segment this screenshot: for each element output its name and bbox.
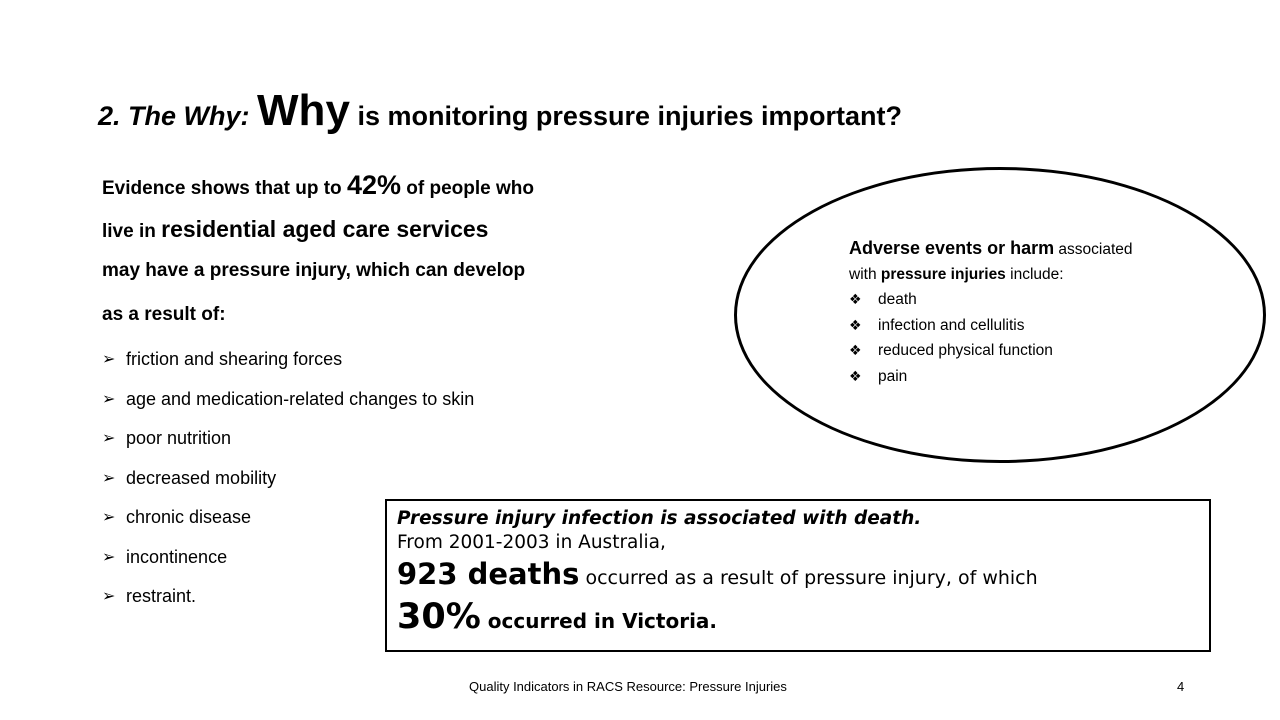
callout-text: occurred as a result of pressure injury,… [585, 567, 1038, 589]
adverse-heading: Adverse events or harm associated [849, 236, 1229, 262]
arrow-bullet-icon: ➢ [102, 588, 116, 605]
list-item-label: reduced physical function [878, 342, 1053, 360]
intro-line-3: may have a pressure injury, which can de… [102, 260, 526, 281]
diamond-bullet-icon: ❖ [849, 342, 862, 359]
statistics-callout-box: Pressure injury infection is associated … [385, 499, 1211, 652]
arrow-bullet-icon: ➢ [102, 548, 116, 566]
diamond-bullet-icon: ❖ [849, 316, 862, 333]
adverse-text: include: [1010, 266, 1064, 283]
list-item: ➢ friction and shearing forces [102, 340, 474, 380]
callout-text: occurred in Victoria. [487, 609, 718, 633]
adverse-heading-bold: Adverse events or harm [849, 238, 1055, 258]
arrow-bullet-icon: ➢ [102, 390, 116, 408]
intro-text: of people who [406, 178, 534, 199]
callout-deaths-line: 923 deaths occurred as a result of press… [397, 555, 1209, 597]
list-item: ➢ poor nutrition [102, 419, 474, 459]
callout-victoria-line: 30% occurred in Victoria. [397, 597, 1209, 641]
title-lead: 2. The Why: [98, 101, 250, 131]
intro-line-4: as a result of: [102, 304, 226, 325]
adverse-heading-rest: associated [1058, 241, 1133, 258]
callout-period: From 2001-2003 in Australia, [397, 532, 666, 553]
list-item: ➢ restraint. [102, 577, 474, 617]
intro-facility-type: residential aged care services [161, 216, 489, 242]
adverse-list: ❖ death ❖ infection and cellulitis ❖ reduce… [849, 287, 1229, 389]
list-item: ➢ age and medication-related changes to s… [102, 380, 474, 420]
page-number: 4 [1177, 679, 1185, 694]
arrow-bullet-icon: ➢ [102, 509, 116, 526]
list-item-label: decreased mobility [126, 467, 277, 488]
list-item-label: poor nutrition [126, 428, 232, 448]
arrow-bullet-icon: ➢ [102, 430, 116, 447]
list-item: ❖ pain [849, 364, 1229, 390]
adverse-events-box: Adverse events or harm associated with p… [849, 236, 1229, 389]
diamond-bullet-icon: ❖ [849, 367, 862, 384]
list-item: ➢ chronic disease [102, 498, 474, 538]
adverse-text: with [849, 266, 877, 283]
intro-line-2: live in residential aged care services [102, 208, 702, 250]
intro-paragraph: Evidence shows that up to 42% of people … [102, 163, 702, 338]
diamond-bullet-icon: ❖ [849, 291, 862, 308]
list-item-label: death [878, 291, 917, 309]
deaths-figure: 923 deaths [397, 557, 580, 591]
list-item: ❖ infection and cellulitis [849, 313, 1229, 339]
list-item-label: restraint. [126, 586, 197, 606]
title-rest: is monitoring pressure injuries importan… [357, 101, 903, 131]
causes-list: ➢ friction and shearing forces ➢ age and m… [102, 340, 474, 617]
slide-title: 2. The Why: Why is monitoring pressure i… [98, 86, 1198, 136]
adverse-events-ellipse [734, 167, 1266, 463]
adverse-subline: with pressure injuries include: [849, 262, 1229, 287]
list-item-label: pain [878, 367, 908, 385]
arrow-bullet-icon: ➢ [102, 351, 116, 368]
intro-text: Evidence shows that up to [102, 178, 342, 199]
list-item: ➢ decreased mobility [102, 459, 474, 499]
arrow-bullet-icon: ➢ [102, 469, 116, 487]
list-item: ❖ reduced physical function [849, 338, 1229, 364]
callout-heading: Pressure injury infection is associated … [397, 508, 922, 529]
list-item-label: age and medication-related changes to sk… [126, 388, 475, 409]
list-item-label: incontinence [126, 546, 228, 567]
intro-percentage: 42% [346, 170, 401, 200]
list-item-label: friction and shearing forces [126, 349, 343, 369]
victoria-percentage: 30% [397, 597, 481, 637]
list-item-label: chronic disease [126, 507, 252, 527]
list-item: ➢ incontinence [102, 538, 474, 578]
list-item: ❖ death [849, 287, 1229, 313]
title-emphasis: Why [257, 86, 350, 135]
slide-footer: Quality Indicators in RACS Resource: Pre… [469, 679, 787, 694]
intro-text: live in [102, 221, 156, 242]
adverse-text-bold: pressure injuries [880, 266, 1006, 283]
list-item-label: infection and cellulitis [878, 316, 1025, 334]
intro-line-1: Evidence shows that up to 42% of people … [102, 163, 702, 208]
